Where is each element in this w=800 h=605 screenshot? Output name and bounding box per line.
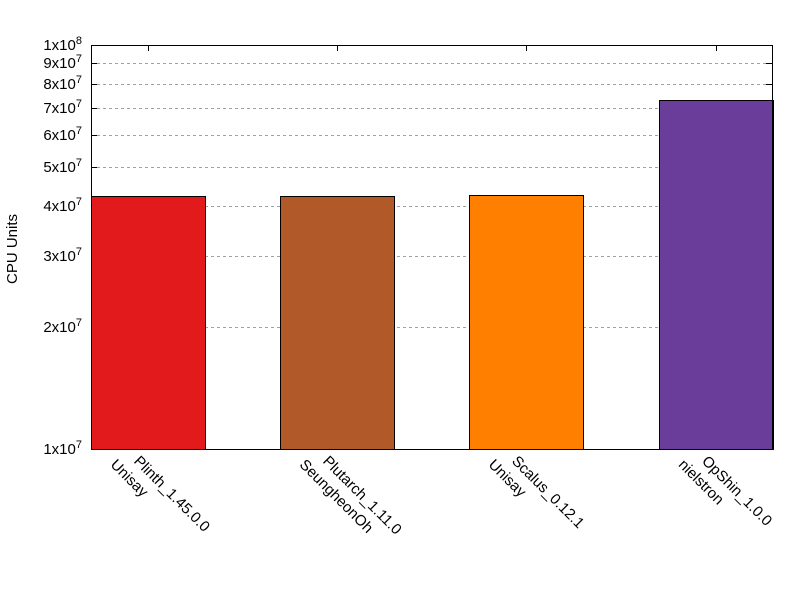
y-tick-label: 7x107 xyxy=(43,97,82,117)
y-axis-title: CPU Units xyxy=(4,213,21,284)
y-tick-label: 5x107 xyxy=(43,156,82,176)
bar xyxy=(91,196,206,450)
bar xyxy=(659,100,774,450)
plot-border xyxy=(91,45,773,450)
y-tick-label: 3x107 xyxy=(43,246,82,266)
y-tick-label: 1x107 xyxy=(43,439,82,458)
bar xyxy=(469,195,584,450)
y-tick-label: 6x107 xyxy=(43,124,82,144)
y-tick-label: 9x107 xyxy=(43,53,82,73)
y-tick-label: 4x107 xyxy=(43,195,82,215)
y-tick-label: 8x107 xyxy=(43,74,82,94)
y-tick-label: 1x108 xyxy=(43,35,82,54)
bar xyxy=(280,196,395,450)
y-tick-label: 2x107 xyxy=(43,317,82,337)
